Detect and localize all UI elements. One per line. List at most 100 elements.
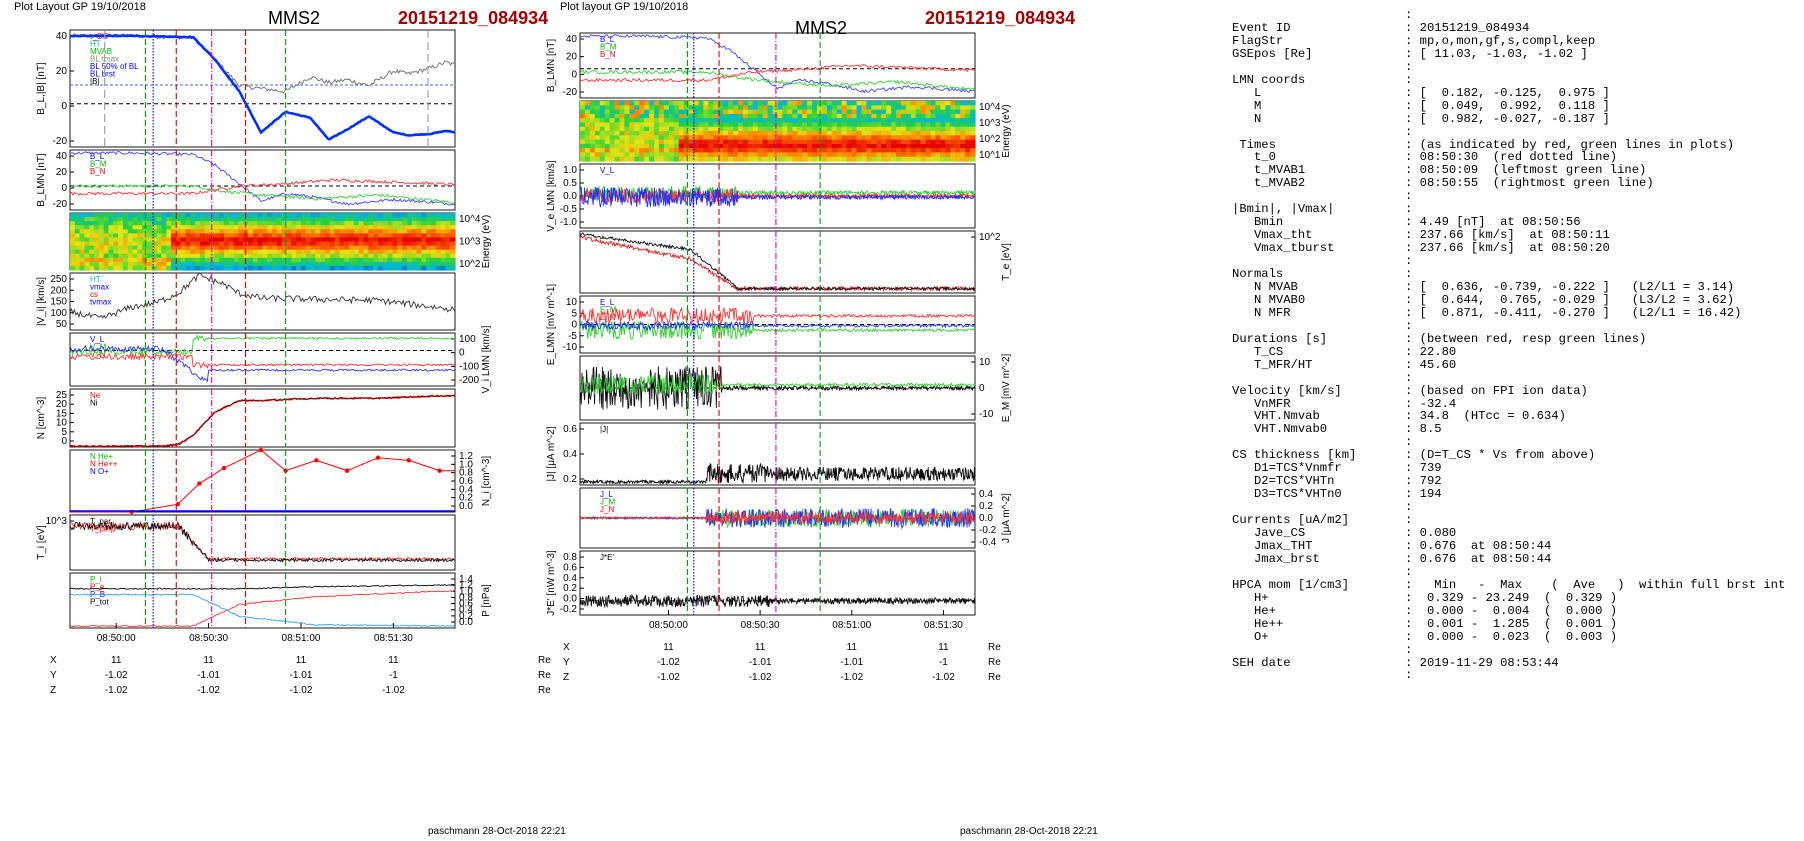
spectrogram-cell bbox=[846, 113, 853, 119]
spectrogram-cell bbox=[782, 131, 788, 136]
spectrogram-cell bbox=[445, 217, 451, 222]
spectrogram-cell bbox=[599, 109, 606, 115]
spectrogram-cell bbox=[166, 237, 172, 243]
spectrogram-cell bbox=[435, 229, 442, 234]
spectrogram-cell bbox=[310, 217, 316, 222]
spectrogram-cell bbox=[214, 257, 220, 263]
spectrogram-cell bbox=[688, 156, 695, 162]
spectrogram-cell bbox=[344, 253, 350, 259]
spectrogram-cell bbox=[831, 113, 838, 119]
spectrogram-cell bbox=[397, 213, 403, 218]
spectrogram-cell bbox=[113, 253, 119, 259]
spectrogram-cell bbox=[344, 221, 350, 226]
info-key: H+ bbox=[1232, 590, 1269, 605]
spectrogram-cell bbox=[594, 152, 601, 158]
spectrogram-cell bbox=[406, 237, 413, 243]
spectrogram-cell bbox=[733, 148, 739, 153]
spectrogram-cell bbox=[619, 122, 625, 128]
info-line: D2=TCS*VHTn: 792 bbox=[1232, 474, 1442, 489]
spectrogram-cell bbox=[320, 221, 326, 226]
spectrogram-cell bbox=[214, 237, 220, 243]
spectrogram-cell bbox=[228, 221, 235, 226]
spectrogram-cell bbox=[368, 245, 374, 251]
info-value: : 08:50:55 (rightmost green line) bbox=[1405, 176, 1654, 191]
spectrogram-cell bbox=[703, 113, 709, 119]
spectrogram-cell bbox=[368, 261, 374, 267]
spectrogram-cell bbox=[402, 213, 408, 218]
spectrogram-cell bbox=[339, 213, 345, 218]
spectrogram-cell bbox=[757, 143, 764, 149]
spectrogram-cell bbox=[175, 213, 182, 218]
spectrogram-cell bbox=[886, 152, 892, 158]
info-line: He+: 0.000 - 0.004 ( 0.000 ) bbox=[1232, 604, 1617, 619]
spectrogram-cell bbox=[435, 225, 442, 230]
spectrogram-cell bbox=[851, 131, 858, 136]
spectrogram-cell bbox=[291, 249, 297, 255]
spectrogram-cell bbox=[886, 101, 892, 106]
y-tick-label: 10^4 bbox=[459, 214, 481, 225]
spectrogram-cell bbox=[286, 257, 292, 263]
ephem-value: -1.01 bbox=[197, 670, 220, 681]
spectrogram-cell bbox=[678, 113, 685, 119]
spectrogram-cell bbox=[435, 253, 442, 259]
spectrogram-cell bbox=[817, 105, 823, 111]
spectrogram-cell bbox=[435, 241, 442, 247]
spectrogram-cell bbox=[619, 105, 625, 111]
spectrogram-cell bbox=[713, 101, 719, 106]
info-value: : -32.4 bbox=[1405, 396, 1457, 411]
spectrogram-cell bbox=[580, 118, 586, 123]
spectrogram-cell bbox=[589, 152, 596, 158]
spectrogram-cell bbox=[950, 126, 956, 132]
spectrogram-cell bbox=[940, 152, 946, 158]
spectrogram-cell bbox=[127, 225, 134, 230]
spectrogram-cell bbox=[881, 152, 887, 158]
spectrogram-cell bbox=[137, 217, 143, 222]
spectrogram-cell bbox=[421, 245, 427, 251]
spectrogram-cell bbox=[368, 225, 374, 230]
spectrogram-cell bbox=[89, 241, 95, 247]
spectrogram-cell bbox=[831, 143, 838, 149]
spectrogram-cell bbox=[644, 122, 650, 128]
spectrogram-cell bbox=[792, 143, 798, 149]
spectrogram-cell bbox=[344, 257, 350, 263]
info-line: D3=TCS*VHTn0: 194 bbox=[1232, 487, 1442, 502]
spectrogram-cell bbox=[301, 225, 307, 230]
spectrogram-cell bbox=[301, 217, 307, 222]
spectrogram-cell bbox=[156, 217, 162, 222]
y-tick-label: 10^3 bbox=[459, 237, 481, 248]
spectrogram-cell bbox=[614, 152, 621, 158]
spectrogram-cell bbox=[70, 253, 76, 259]
spectrogram-cell bbox=[609, 122, 616, 128]
spectrogram-cell bbox=[826, 109, 833, 115]
spectrogram-cell bbox=[171, 225, 177, 230]
info-value: : [ 0.871, -0.411, -0.270 ] (L2/L1 = 16.… bbox=[1405, 305, 1742, 320]
y-tick-label: 0 bbox=[979, 383, 985, 394]
spectrogram-cell bbox=[802, 131, 808, 136]
spectrogram-cell bbox=[315, 229, 321, 234]
spectrogram-cell bbox=[747, 148, 754, 153]
info-key: Jmax_THT bbox=[1232, 538, 1313, 553]
series-EM bbox=[579, 321, 976, 341]
spectrogram-cell bbox=[450, 221, 456, 226]
spectrogram-cell bbox=[886, 105, 892, 111]
ephem-value: -1.02 bbox=[382, 685, 405, 696]
info-value: : 194 bbox=[1405, 487, 1442, 502]
spectrogram-cell bbox=[886, 156, 892, 162]
spectrogram-cell bbox=[199, 221, 206, 226]
spectrogram-cell bbox=[940, 122, 946, 128]
info-line: HPCA mom [1/cm3]: Min - Max ( Ave ) with… bbox=[1232, 578, 1785, 593]
spectrogram-cell bbox=[219, 213, 225, 218]
spectrogram-cell bbox=[257, 237, 264, 243]
spectrogram-cell bbox=[426, 213, 432, 218]
spectrogram-cell bbox=[841, 139, 848, 145]
spectrogram-cell bbox=[925, 118, 932, 123]
spectrogram-cell bbox=[382, 237, 389, 243]
spectrogram-cell bbox=[589, 122, 596, 128]
spectrogram-cell bbox=[392, 241, 398, 247]
spectrogram-cell bbox=[440, 265, 446, 271]
spectrogram-cell bbox=[402, 221, 408, 226]
spectrogram-cell bbox=[718, 126, 724, 132]
spectrogram-cell bbox=[733, 105, 739, 111]
